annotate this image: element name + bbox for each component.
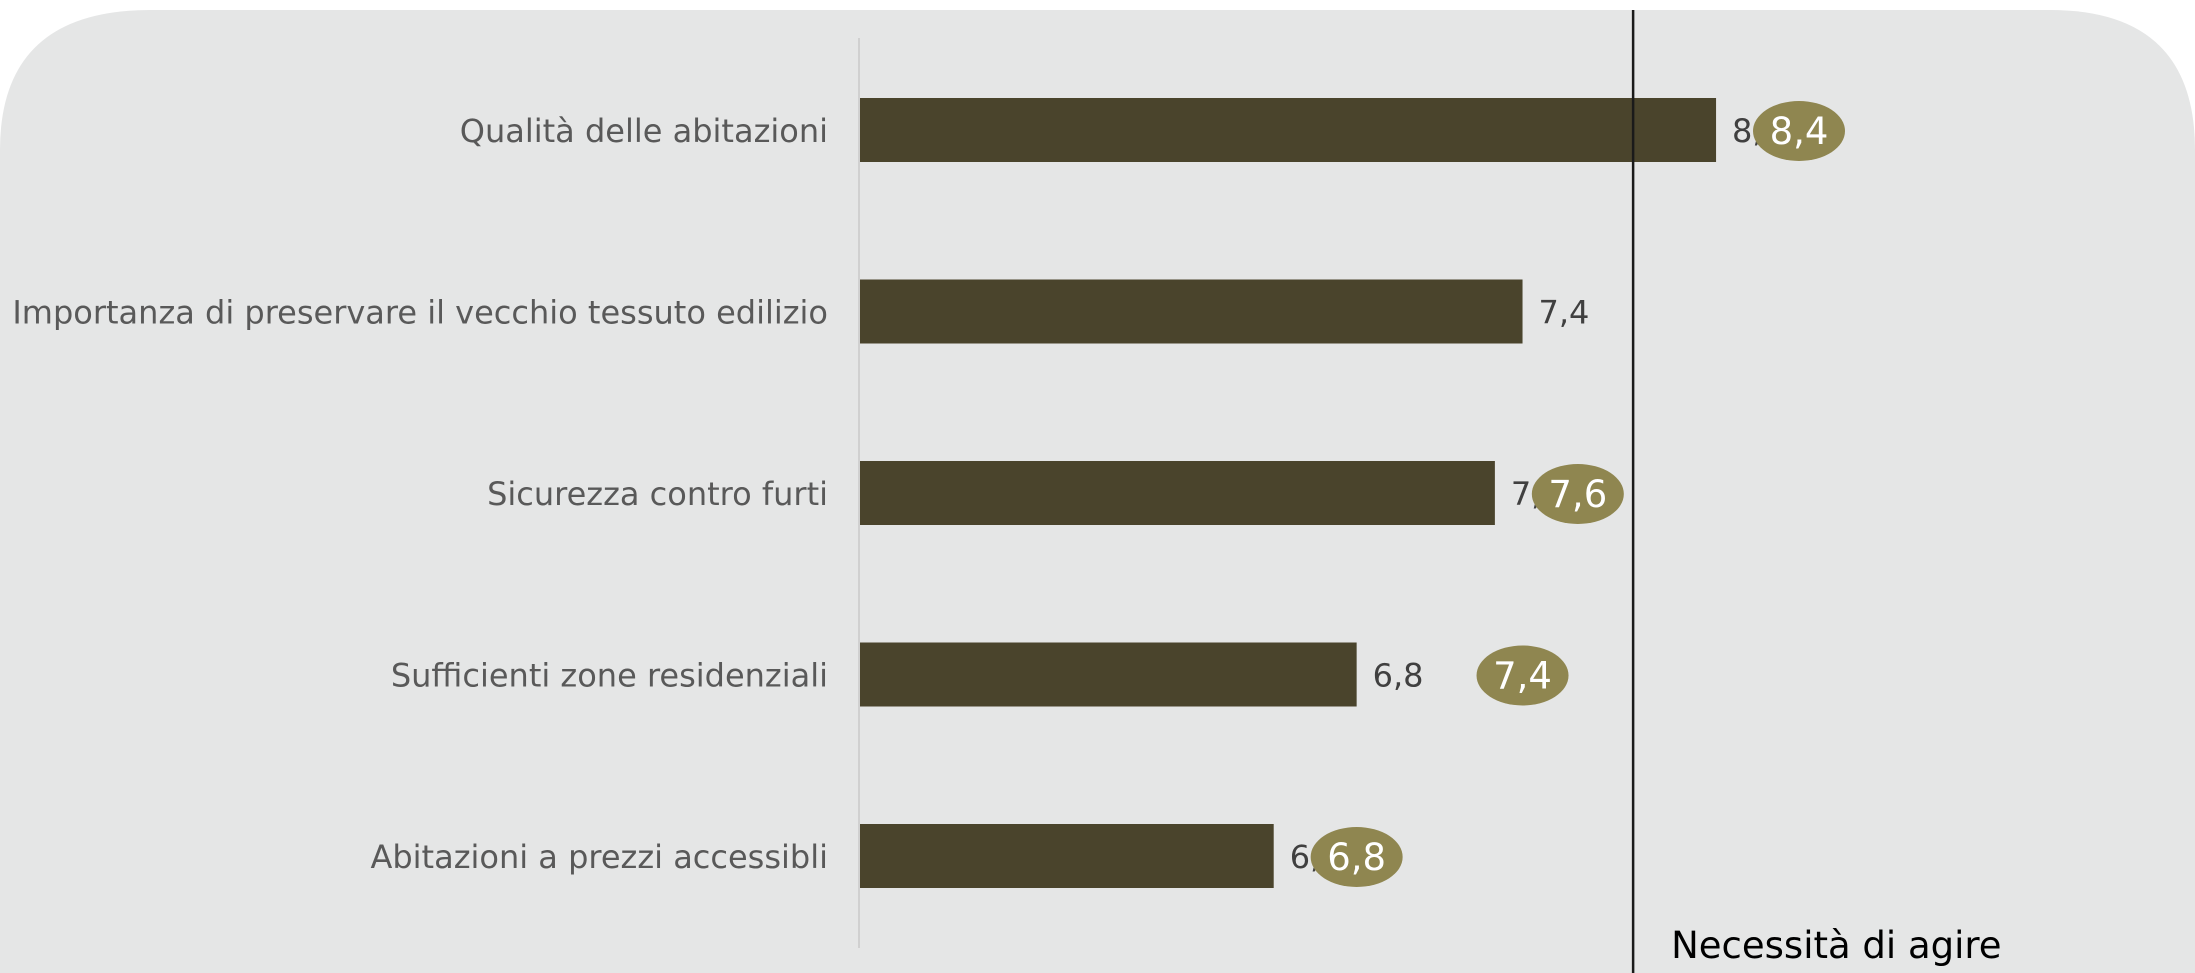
category-label: Qualità delle abitazioni — [460, 112, 828, 150]
comparison-bubble — [1753, 101, 1845, 161]
bar — [860, 824, 1274, 888]
comparison-value-label: 8,4 — [1770, 110, 1829, 153]
category-label: Sicurezza contro furti — [487, 475, 828, 513]
comparison-bubble — [1531, 464, 1624, 524]
bar — [860, 279, 1523, 344]
category-label: Importanza di preservare il vecchio tess… — [12, 294, 828, 332]
comparison-value-label: 7,6 — [1548, 473, 1607, 516]
bar-row: Importanza di preservare il vecchio tess… — [12, 279, 1590, 344]
comparison-value-label: 7,4 — [1493, 655, 1552, 698]
bar — [860, 461, 1495, 525]
comparison-bubble — [1476, 645, 1569, 706]
bar-row: Sufficienti zone residenziali 6,8 7,4 — [391, 642, 1569, 707]
bar-value-label: 6,8 — [1373, 657, 1424, 695]
bar — [860, 642, 1357, 707]
bar-value-label: 7,4 — [1539, 294, 1590, 332]
category-label: Abitazioni a prezzi accessibli — [370, 838, 828, 876]
comparison-bubble — [1310, 827, 1403, 887]
reference-line-label: Necessità di agire — [1671, 924, 2001, 967]
bar — [860, 98, 1717, 162]
comparison-value-label: 6,8 — [1327, 836, 1386, 879]
category-label: Sufficienti zone residenziali — [391, 657, 828, 695]
